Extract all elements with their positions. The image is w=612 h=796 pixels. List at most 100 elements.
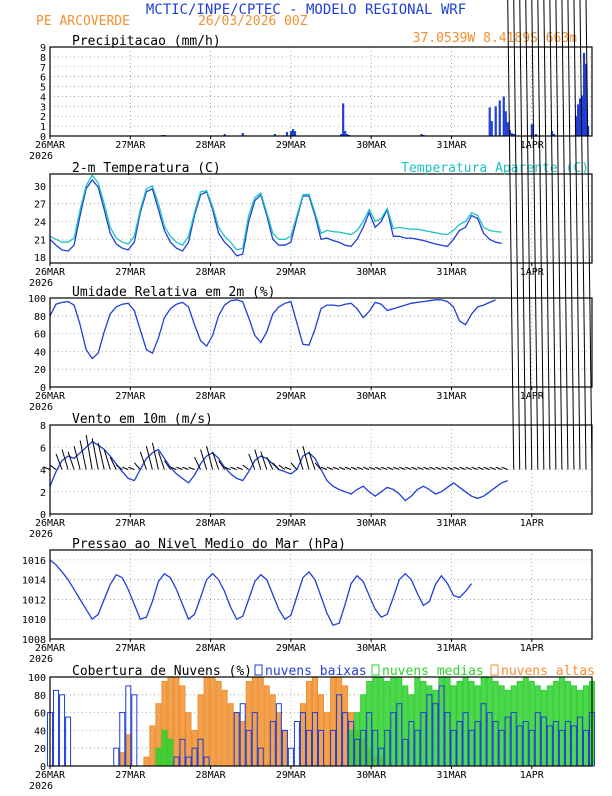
panel-4-wind-arrow <box>73 446 81 470</box>
header-title: MCTIC/INPE/CPTEC - MODELO REGIONAL WRF <box>146 2 466 18</box>
panel-6-cloud-bar-green <box>167 738 174 767</box>
panel-5-xtick-label: 29MAR <box>276 643 307 654</box>
panel-1-precip-bar <box>291 129 295 136</box>
panel-1-precip-bar <box>552 134 556 136</box>
panel-4-ytick-label: 0 <box>40 510 46 521</box>
panel-1-precip-bar <box>273 134 277 136</box>
panel-4-frame <box>49 424 593 515</box>
panel-4-wind-arrow <box>151 442 159 470</box>
panel-1-xtick-label: 1APR <box>520 140 545 151</box>
panel-4-wind-arrow <box>573 0 581 470</box>
panel-3-year-label: 2026 <box>29 402 53 413</box>
panel-6-cloud-bar-orange <box>203 676 210 767</box>
panel-2-title: 2-m Temperatura (C) <box>72 161 221 176</box>
panel-2-xtick-label: 30MAR <box>356 267 387 278</box>
panel-6-cloud-bar-green <box>426 685 433 767</box>
panel-1-ytick-label: 0 <box>40 132 46 143</box>
panel-6-xtick-label: 27MAR <box>115 770 146 781</box>
panel-6-legend-swatch <box>490 664 499 676</box>
panel-4-wind-arrow <box>133 462 141 470</box>
panel-6-cloud-bar-green <box>468 680 475 767</box>
panel-6-cloud-bar-orange <box>143 756 150 767</box>
panel-6-cloud-bar-orange <box>245 680 252 767</box>
panel-6-cloud-bar-blue <box>293 721 300 767</box>
panel-4-wind-arrow <box>393 466 400 470</box>
panel-6-cloud-bar-green <box>510 685 517 767</box>
panel-1-ytick-label: 8 <box>40 53 46 64</box>
panel-1-xtick-label: 26MAR <box>35 140 66 151</box>
panel-3-ytick-label: 40 <box>34 347 46 358</box>
panel-6-cloud-bar-orange <box>311 676 318 767</box>
panel-4-wind-arrow <box>188 466 195 470</box>
panel-1-precip-bar <box>578 98 582 136</box>
panel-5-year-label: 2026 <box>29 654 53 665</box>
panel-1-xtick-label: 28MAR <box>196 140 227 151</box>
panel-2-ytick-label: 24 <box>34 217 46 228</box>
panel-4-wind-arrow <box>501 466 508 470</box>
panel-4-wind-arrow <box>350 466 358 470</box>
panel-6-cloud-bar-green <box>155 747 162 767</box>
panel-4-wind-arrow <box>369 466 376 470</box>
panel-4-wind-arrow <box>79 440 87 470</box>
panel-6-cloud-bar-green <box>366 680 373 767</box>
panel-4-wind-arrow <box>296 449 304 470</box>
panel-6-cloud-bar-green <box>486 676 493 767</box>
panel-1-precip-bar <box>342 103 345 136</box>
panel-4-wind-arrow <box>543 0 551 470</box>
panel-3-xtick-label: 29MAR <box>276 391 307 402</box>
panel-6-frame <box>49 676 593 767</box>
panel-4-wind-arrow <box>579 0 587 470</box>
panel-4-wind-arrow <box>182 466 189 470</box>
panel-2-xtick-label: 28MAR <box>196 267 227 278</box>
panel-1-precip-bar <box>340 134 343 136</box>
panel-1-precip-bar <box>344 131 347 136</box>
panel-4-wind-arrow <box>471 466 478 470</box>
panel-1-precip-bar <box>512 134 515 136</box>
panel-4-wind-arrow <box>236 466 243 470</box>
panel-6-cloud-bar-orange <box>269 694 276 767</box>
panel-4-wind-arrow <box>387 466 394 470</box>
panel-6-cloud-bar-orange <box>330 676 337 767</box>
panel-6-xtick-label: 28MAR <box>196 770 227 781</box>
panel-6-cloud-bar-orange <box>149 725 156 767</box>
panel-4-wind-arrow <box>519 0 527 470</box>
panel-4-wind-arrow <box>145 446 153 470</box>
panel-4-wind-arrow <box>91 438 99 470</box>
panel-3-xtick-label: 28MAR <box>196 391 227 402</box>
panel-3-xtick-label: 30MAR <box>356 391 387 402</box>
panel-4-xtick-label: 27MAR <box>115 518 146 529</box>
panel-5-ytick-label: 1010 <box>22 615 46 626</box>
panel-1-year-label: 2026 <box>29 151 53 162</box>
panel-6-cloud-bar-green <box>378 676 385 767</box>
panel-5-xtick-label: 27MAR <box>115 643 146 654</box>
panel-4-wind-arrow <box>375 466 382 470</box>
panel-6-cloud-bar-orange <box>215 680 222 767</box>
panel-1-ytick-label: 6 <box>40 73 46 84</box>
panel-1-title: Precipitacao (mm/h) <box>72 34 221 49</box>
panel-1-ytick-label: 4 <box>40 92 46 103</box>
panel-2-xtick-label: 27MAR <box>115 267 146 278</box>
panel-6-legend-label: nuvens altas <box>501 664 595 679</box>
panel-1-ytick-label: 7 <box>40 63 46 74</box>
panel-1-precip-bar <box>582 52 586 136</box>
panel-1-precip-bar <box>510 133 513 136</box>
panel-3-ytick-label: 20 <box>34 365 46 376</box>
panel-4-ytick-label: 2 <box>40 488 46 499</box>
panel-6-ytick-label: 60 <box>34 709 46 720</box>
panel-4-wind-arrow <box>453 466 460 470</box>
panel-4-wind-arrow <box>61 449 69 470</box>
panel-2-ytick-label: 27 <box>34 200 46 211</box>
panel-4-wind-arrow <box>115 464 123 470</box>
panel-4-wind-arrow <box>447 466 454 470</box>
panel-4-wind-arrow <box>537 0 545 470</box>
panel-1-frame <box>49 46 593 137</box>
panel-6-ytick-label: 40 <box>34 726 46 737</box>
panel-4-wind-arrow <box>212 451 220 470</box>
panel-2-ytick-label: 30 <box>34 182 46 193</box>
panel-4-wind-arrow <box>176 466 183 470</box>
panel-2-ytick-label: 18 <box>34 253 46 264</box>
panel-6-cloud-bar-green <box>474 685 481 767</box>
panel-4-wind-arrow <box>272 462 280 470</box>
panel-4-wind-arrow <box>381 466 388 470</box>
panel-6-cloud-bar-green <box>492 680 499 767</box>
